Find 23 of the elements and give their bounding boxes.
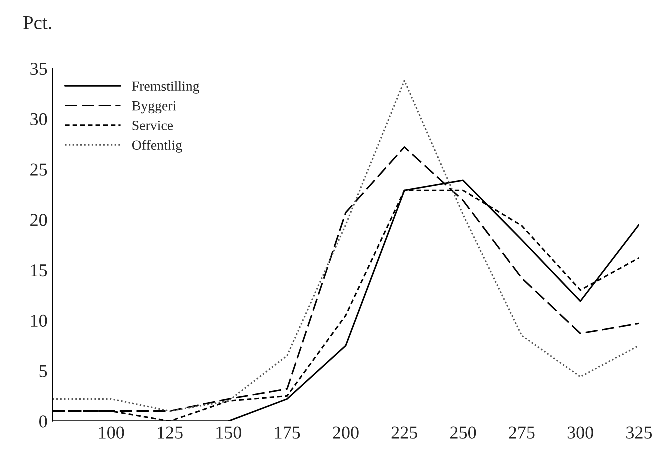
x-tick-label: 325 bbox=[626, 426, 652, 439]
y-tick-label: 0 bbox=[40, 416, 48, 428]
legend-label: Service bbox=[132, 121, 174, 130]
x-tick-label: 200 bbox=[333, 426, 359, 439]
y-tick-label: 35 bbox=[30, 63, 48, 76]
legend-label: Offentlig bbox=[132, 140, 182, 153]
x-tick-label: 175 bbox=[275, 426, 300, 439]
x-tick-label: 100 bbox=[99, 426, 124, 439]
legend-label: Byggeri bbox=[132, 101, 176, 114]
x-tick-label: 125 bbox=[158, 426, 183, 439]
y-tick-label: 30 bbox=[30, 113, 48, 126]
x-tick-label: 275 bbox=[509, 426, 535, 439]
x-tick-label: 250 bbox=[450, 426, 476, 439]
y-tick-label: 5 bbox=[40, 365, 48, 378]
legend-label: Fremstilling bbox=[132, 81, 200, 94]
y-tick-label: 15 bbox=[31, 264, 48, 277]
y-tick-label: 10 bbox=[31, 314, 48, 328]
x-tick-label: 300 bbox=[568, 426, 594, 439]
y-tick-label: 20 bbox=[30, 214, 48, 226]
x-tick-label: 150 bbox=[216, 426, 242, 439]
y-tick-label: 25 bbox=[30, 164, 48, 176]
y-axis-title: Pct. bbox=[24, 16, 52, 30]
x-tick-label: 225 bbox=[392, 426, 418, 439]
